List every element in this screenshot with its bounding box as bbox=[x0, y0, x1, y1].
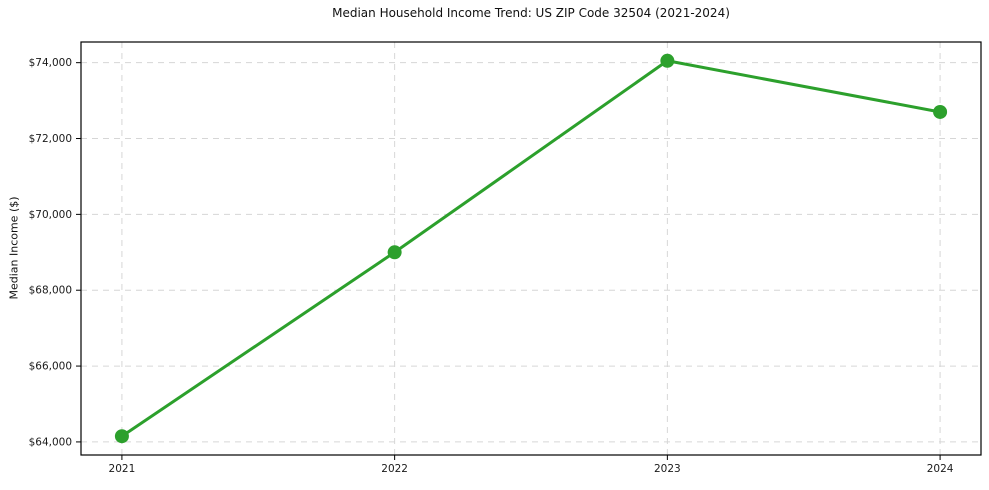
data-point-2021 bbox=[114, 429, 129, 444]
y-tick-label: $68,000 bbox=[29, 285, 72, 297]
x-tick-label: 2023 bbox=[654, 463, 681, 475]
x-tick-label: 2024 bbox=[927, 463, 954, 475]
data-point-2024 bbox=[933, 104, 948, 119]
y-tick-label: $72,000 bbox=[29, 133, 72, 145]
data-point-2022 bbox=[387, 245, 402, 260]
plot-border bbox=[80, 41, 982, 456]
y-tick-label: $70,000 bbox=[29, 209, 72, 221]
x-tick-label: 2021 bbox=[109, 463, 136, 475]
x-tick-label: 2022 bbox=[381, 463, 408, 475]
chart-title: Median Household Income Trend: US ZIP Co… bbox=[332, 6, 730, 20]
y-tick-label: $64,000 bbox=[29, 436, 72, 448]
y-tick-label: $74,000 bbox=[29, 57, 72, 69]
trend-line bbox=[120, 59, 942, 438]
data-point-2023 bbox=[660, 53, 675, 68]
y-tick-label: $66,000 bbox=[29, 361, 72, 373]
